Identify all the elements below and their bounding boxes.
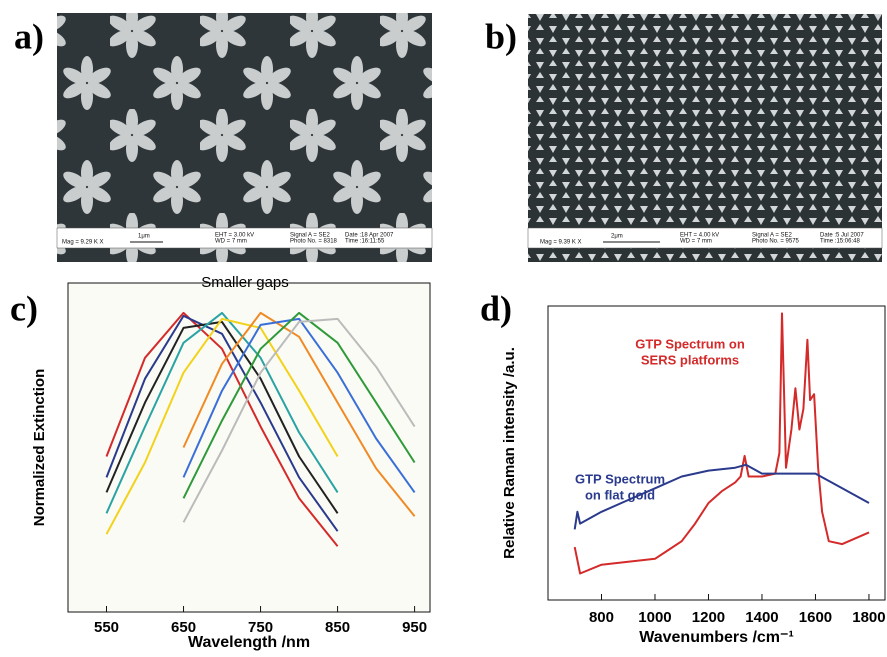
series-line — [105, 320, 339, 514]
x-tick-label: 1600 — [799, 609, 832, 626]
series-line — [573, 463, 870, 530]
sem-info: WD = 7 mm — [680, 239, 712, 245]
annotation: SERS platforms — [641, 352, 739, 367]
x-tick-label: 550 — [94, 619, 119, 636]
sem-info: Photo No. = 9575 — [752, 239, 800, 245]
x-tick-label: 1400 — [745, 609, 778, 626]
x-tick-label: 800 — [589, 609, 614, 626]
sem-info: Date :5 Jul 2007 — [820, 233, 864, 239]
x-tick-label: 650 — [171, 619, 196, 636]
sem-info: Time :15:06:48 — [820, 239, 860, 245]
x-tick-label: 750 — [248, 619, 273, 636]
panel-label: c) — [10, 288, 38, 328]
annotation: on flat gold — [585, 487, 655, 502]
series-line — [105, 314, 339, 532]
panel-label: d) — [480, 288, 512, 328]
plot-frame — [547, 305, 886, 601]
sem-info: 2μm — [611, 234, 623, 240]
annotation: Smaller gaps — [201, 274, 289, 291]
sem-info: Photo No. = 8318 — [290, 239, 338, 245]
x-tick-label: 1000 — [638, 609, 671, 626]
panel-label: b) — [485, 16, 517, 56]
annotation: GTP Spectrum — [575, 471, 665, 486]
series-line — [182, 317, 416, 523]
series-line — [105, 311, 339, 514]
series-line — [182, 317, 416, 493]
x-tick-label: 1200 — [692, 609, 725, 626]
sem-info: Mag = 9.29 K X — [62, 240, 104, 246]
sem-info: Date :18 Apr 2007 — [345, 233, 394, 239]
sem-info: 1μm — [138, 234, 150, 240]
annotation: GTP Spectrum on — [635, 336, 745, 351]
sem-info: Signal A = SE2 — [290, 233, 331, 239]
y-axis-title: Relative Raman intensity /a.u. — [501, 347, 518, 559]
x-tick-label: 1800 — [852, 609, 885, 626]
sem-info: Time :16:11:55 — [345, 239, 385, 245]
sem-image-b — [527, 14, 883, 262]
sem-info: EHT = 4.00 kV — [680, 233, 719, 239]
x-tick-label: 950 — [402, 619, 427, 636]
plot-frame — [67, 282, 431, 613]
sem-info: Mag = 9.39 K X — [540, 240, 582, 246]
series-line — [105, 311, 339, 547]
x-tick-label: 850 — [325, 619, 350, 636]
series-line — [182, 311, 416, 517]
x-axis-title: Wavenumbers /cm⁻¹ — [639, 629, 794, 646]
sem-image-a — [56, 13, 433, 262]
series-line — [182, 311, 416, 499]
x-axis-title: Wavelength /nm — [188, 634, 310, 651]
panel-label: a) — [14, 16, 44, 56]
sem-info: Signal A = SE2 — [752, 233, 793, 239]
y-axis-title: Normalized Extinction — [31, 369, 48, 527]
series-line — [105, 317, 339, 535]
sem-info: WD = 7 mm — [215, 239, 247, 245]
sem-info: EHT = 3.00 kV — [215, 233, 254, 239]
